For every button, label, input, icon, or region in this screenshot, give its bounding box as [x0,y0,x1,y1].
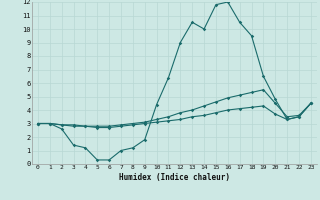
X-axis label: Humidex (Indice chaleur): Humidex (Indice chaleur) [119,173,230,182]
